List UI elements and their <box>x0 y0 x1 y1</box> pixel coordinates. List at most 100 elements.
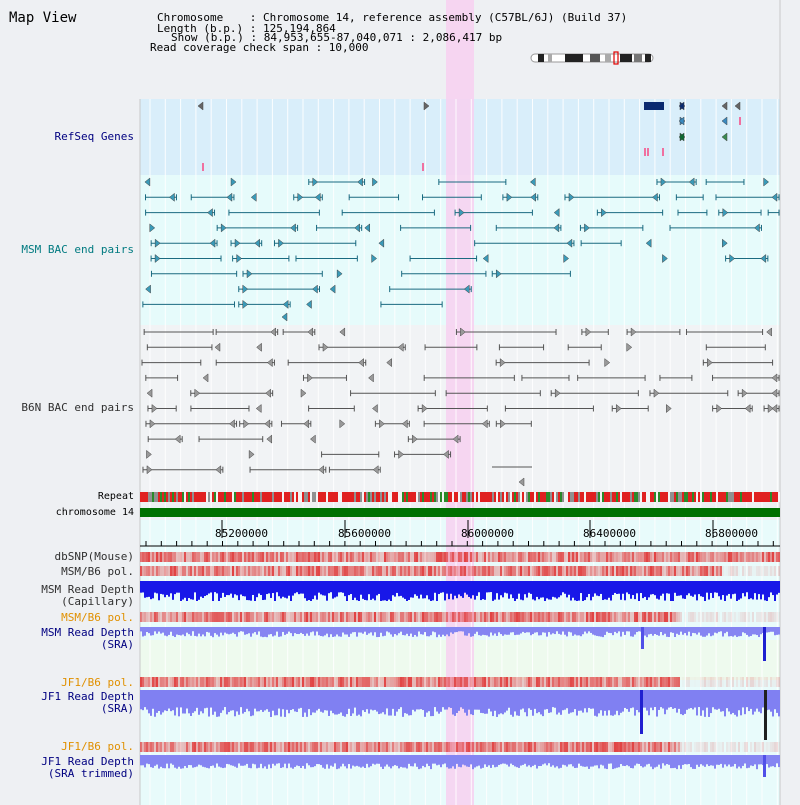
label-refseq-genes[interactable]: RefSeq Genes <box>54 130 134 143</box>
refseq-gene <box>678 116 685 126</box>
depth-bin <box>288 755 290 764</box>
bac-end-arrow <box>666 403 672 414</box>
depth-bin <box>720 755 722 764</box>
polymorphism-bin <box>326 566 328 576</box>
depth-bin <box>620 581 622 600</box>
polymorphism-bin <box>444 612 446 622</box>
polymorphism-bin <box>588 677 590 687</box>
label-msm-depth-capillary[interactable]: MSM Read Depth <box>41 583 134 596</box>
label-jf1-depth-sra[interactable]: JF1 Read Depth <box>41 690 134 703</box>
polymorphism-bin <box>586 612 588 622</box>
depth-bin <box>578 755 580 764</box>
depth-bin <box>758 581 760 595</box>
polymorphism-bin <box>504 566 506 576</box>
repeat-segment <box>204 492 206 502</box>
depth-bin <box>172 755 174 765</box>
depth-bin <box>330 581 332 593</box>
depth-bin <box>356 627 358 637</box>
polymorphism-bin <box>576 566 578 576</box>
depth-bin <box>254 581 256 601</box>
polymorphism-bin <box>754 742 756 752</box>
depth-bin <box>710 755 712 766</box>
bac-end-arrow <box>760 253 767 264</box>
polymorphism-bin <box>256 742 258 752</box>
depth-bin <box>458 627 460 632</box>
polymorphism-bin <box>580 677 582 687</box>
bac-end-arrow <box>226 192 233 202</box>
depth-bin <box>140 627 142 632</box>
label-b6n-bac[interactable]: B6N BAC end pairs <box>21 401 134 414</box>
polymorphism-bin <box>464 677 466 687</box>
polymorphism-bin <box>358 612 360 622</box>
depth-bin <box>354 581 356 598</box>
polymorphism-bin <box>534 552 536 562</box>
depth-bin <box>624 581 626 601</box>
repeat-segment <box>200 492 202 502</box>
repeat-segment <box>408 492 410 502</box>
depth-bin <box>670 627 672 633</box>
polymorphism-bin <box>168 552 170 562</box>
polymorphism-bin <box>408 742 410 752</box>
depth-bin <box>300 755 302 769</box>
repeat-segment <box>656 492 658 502</box>
label-jf1-b6-pol-2[interactable]: JF1/B6 pol. <box>61 740 134 753</box>
depth-bin <box>604 690 606 711</box>
depth-bin <box>754 755 756 765</box>
label-msm-depth-sra[interactable]: MSM Read Depth <box>41 626 134 639</box>
repeat-segment <box>772 492 774 502</box>
polymorphism-bin <box>390 612 392 622</box>
polymorphism-bin <box>152 742 154 752</box>
polymorphism-bin <box>570 612 572 622</box>
label-dbsnp[interactable]: dbSNP(Mouse) <box>54 550 134 563</box>
depth-bin <box>602 581 604 601</box>
depth-bin <box>236 690 238 712</box>
depth-bin <box>250 581 252 601</box>
polymorphism-bin <box>176 552 178 562</box>
depth-bin <box>290 581 292 601</box>
polymorphism-bin <box>298 612 300 622</box>
label-jf1-b6-pol[interactable]: JF1/B6 pol. <box>61 676 134 689</box>
label-msm-bac[interactable]: MSM BAC end pairs <box>21 243 134 256</box>
repeat-segment <box>450 492 452 502</box>
polymorphism-bin <box>198 566 200 576</box>
polymorphism-bin <box>634 612 636 622</box>
polymorphism-bin <box>626 742 628 752</box>
depth-bin <box>396 690 398 712</box>
depth-bin <box>558 690 560 713</box>
depth-bin <box>290 690 292 711</box>
depth-bin <box>342 581 344 593</box>
polymorphism-bin <box>548 566 550 576</box>
polymorphism-bin <box>758 552 760 562</box>
polymorphism-bin <box>318 742 320 752</box>
depth-bin <box>400 627 402 632</box>
depth-bin <box>552 581 554 597</box>
polymorphism-bin <box>332 677 334 687</box>
depth-bin <box>534 627 536 633</box>
depth-bin <box>490 755 492 768</box>
label-msm-b6-pol-2[interactable]: MSM/B6 pol. <box>61 611 134 624</box>
polymorphism-bin <box>756 566 758 576</box>
polymorphism-bin <box>570 566 572 576</box>
depth-bin <box>616 581 618 594</box>
polymorphism-bin <box>474 677 476 687</box>
polymorphism-bin <box>678 552 680 562</box>
depth-bin <box>562 690 564 711</box>
polymorphism-bin <box>292 742 294 752</box>
polymorphism-bin <box>602 677 604 687</box>
depth-bin <box>156 755 158 765</box>
depth-bin <box>232 690 234 711</box>
polymorphism-bin <box>288 552 290 562</box>
polymorphism-bin <box>768 552 770 562</box>
depth-bin <box>556 755 558 767</box>
polymorphism-bin <box>286 566 288 576</box>
bac-end-arrow <box>722 208 729 218</box>
polymorphism-bin <box>448 677 450 687</box>
repeat-segment <box>658 492 660 502</box>
polymorphism-bin <box>648 677 650 687</box>
repeat-segment <box>618 492 620 502</box>
polymorphism-bin <box>648 552 650 562</box>
label-msm-b6-pol[interactable]: MSM/B6 pol. <box>61 565 134 578</box>
label-jf1-depth-trimmed[interactable]: JF1 Read Depth <box>41 755 134 768</box>
depth-bin <box>154 581 156 593</box>
